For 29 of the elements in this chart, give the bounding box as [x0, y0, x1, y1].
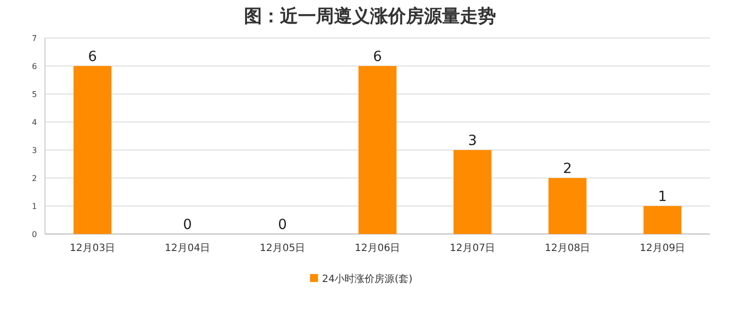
bar	[74, 66, 112, 234]
x-tick-label: 12月09日	[640, 243, 686, 254]
y-tick-label: 4	[32, 118, 37, 127]
x-tick-label: 12月05日	[260, 243, 306, 254]
data-label: 0	[183, 217, 192, 233]
bar	[644, 206, 682, 234]
y-tick-label: 3	[32, 146, 37, 155]
data-label: 3	[468, 133, 477, 149]
data-label: 1	[658, 189, 667, 205]
y-tick-label: 1	[32, 202, 37, 211]
data-label: 2	[563, 161, 572, 177]
data-label: 6	[373, 49, 382, 65]
x-tick-label: 12月06日	[354, 243, 400, 254]
bar	[454, 150, 492, 234]
x-tick-label: 12月03日	[70, 243, 116, 254]
y-tick-label: 5	[32, 90, 37, 99]
legend-label: 24小时涨价房源(套)	[322, 273, 413, 285]
y-tick-label: 6	[32, 62, 37, 71]
y-tick-label: 7	[32, 34, 37, 43]
bar	[548, 178, 586, 234]
data-label: 6	[88, 49, 98, 65]
data-label: 0	[278, 217, 287, 233]
chart-title: 图：近一周遵义涨价房源量走势	[244, 6, 496, 27]
bar	[358, 66, 396, 234]
x-tick-label: 12月07日	[450, 243, 496, 254]
y-tick-label: 0	[32, 230, 37, 239]
x-tick-label: 12月04日	[164, 243, 210, 254]
y-tick-label: 2	[32, 174, 37, 183]
x-tick-label: 12月08日	[544, 243, 590, 254]
